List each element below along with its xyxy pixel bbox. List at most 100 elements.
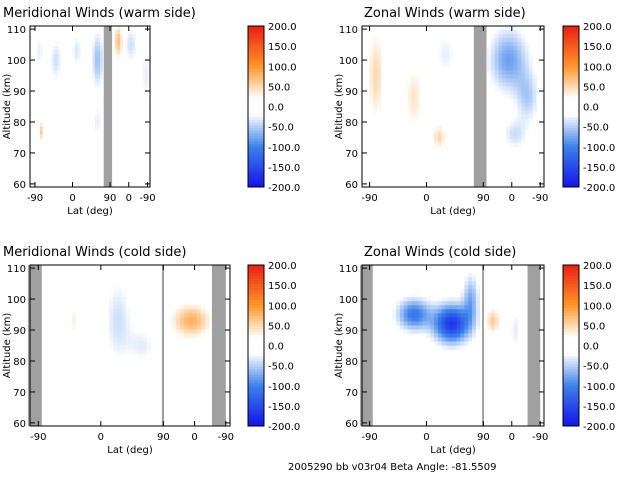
contour-cell (97, 130, 101, 136)
contour-cell (449, 341, 454, 346)
contour-cell (513, 34, 518, 39)
contour-cell (418, 325, 424, 330)
contour-cell (138, 349, 143, 354)
contour-cell (525, 50, 530, 55)
contour-cell (418, 98, 424, 103)
contour-cell (130, 34, 133, 39)
contour-cell (403, 329, 408, 334)
contour-cell (209, 317, 214, 322)
colorbar-swatch (563, 68, 579, 73)
contour-cell (468, 329, 473, 334)
colorbar-swatch (248, 310, 264, 314)
contour-cell (100, 66, 103, 71)
contour-cell (513, 26, 518, 31)
colorbar-swatch (248, 399, 264, 403)
contour-cell (396, 321, 401, 326)
contour-cell (411, 301, 416, 306)
contour-cell (209, 321, 214, 326)
contour-cell (40, 138, 43, 144)
contour-cell (121, 337, 127, 342)
contour-cell (97, 82, 101, 87)
contour-cell (145, 66, 148, 71)
contour-cell (517, 50, 522, 55)
contour-cell (95, 114, 98, 119)
contour-cell (42, 126, 46, 132)
colorbar-swatch (563, 154, 579, 158)
contour-cell (460, 297, 465, 302)
y-tick-label: 80 (13, 118, 26, 129)
contour-cell (441, 62, 446, 67)
contour-cell (517, 110, 522, 115)
contour-cell (434, 138, 439, 144)
colorbar-swatch (248, 393, 264, 397)
colorbar-swatch (248, 106, 264, 110)
colorbar-swatch (248, 58, 264, 62)
colorbar-swatch (248, 289, 264, 293)
contour-cell (369, 46, 374, 51)
contour-cell (97, 62, 101, 67)
contour-cell (130, 349, 135, 354)
contour-cell (434, 305, 439, 310)
contour-cell (407, 305, 412, 310)
contour-cell (456, 325, 461, 330)
contour-cell (411, 293, 416, 298)
colorbar-swatch (248, 412, 264, 416)
contour-cell (52, 66, 56, 71)
contour-cell (100, 42, 103, 47)
contour-cell (532, 90, 537, 95)
contour-cell (502, 26, 507, 31)
contour-cell (513, 74, 518, 79)
contour-cell (460, 309, 465, 314)
contour-cell (494, 82, 499, 87)
contour-cell (142, 82, 146, 87)
contour-cell (441, 337, 446, 342)
contour-cell (192, 313, 198, 318)
contour-cell (453, 301, 458, 306)
colorbar-swatch (248, 340, 264, 344)
contour-cell (369, 78, 374, 83)
colorbar-frame (247, 264, 265, 427)
contour-cell (445, 297, 450, 302)
contour-cell (75, 62, 78, 67)
x-tick-label: 0 (423, 193, 429, 204)
colorbar-swatch (563, 334, 579, 338)
colorbar-swatch (563, 356, 579, 360)
contour-cell (498, 46, 503, 51)
contour-cell (37, 38, 41, 43)
contour-cell (415, 329, 420, 334)
contour-cell (521, 34, 526, 39)
contour-cell (121, 321, 127, 326)
contour-cell (441, 317, 446, 322)
colorbar-swatch (248, 136, 264, 140)
contour-cell (117, 285, 123, 290)
contour-cell (449, 337, 454, 342)
contour-cell (95, 74, 98, 79)
contour-cell (415, 90, 420, 95)
contour-cell (40, 50, 43, 55)
contour-cell (113, 337, 118, 342)
contour-cell (92, 66, 96, 71)
colorbar: 200.0 150.0 100.0 50.0 0.0 -50.0 -100.0 -150.0 -… (247, 261, 300, 433)
contour-cell (121, 341, 127, 346)
contour-cell (92, 42, 96, 47)
contour-cell (502, 70, 507, 75)
contour-cell (502, 78, 507, 83)
contour-cell (77, 42, 81, 47)
contour-cell (418, 297, 424, 302)
colorbar-swatch (248, 324, 264, 328)
contour-cell (456, 305, 461, 310)
contour-cell (509, 325, 515, 330)
contour-cell (498, 30, 503, 35)
contour-cell (475, 325, 480, 330)
contour-cell (55, 42, 58, 47)
contour-cell (97, 118, 101, 124)
contour-cell (196, 321, 202, 326)
colorbar-swatch (248, 111, 264, 115)
contour-cell (57, 46, 61, 51)
contour-cell (487, 70, 492, 75)
contour-cell (506, 58, 511, 63)
contour-cell (205, 321, 210, 326)
contour-cell (112, 38, 116, 43)
colorbar-swatch (563, 44, 579, 48)
contour-cell (142, 70, 146, 75)
